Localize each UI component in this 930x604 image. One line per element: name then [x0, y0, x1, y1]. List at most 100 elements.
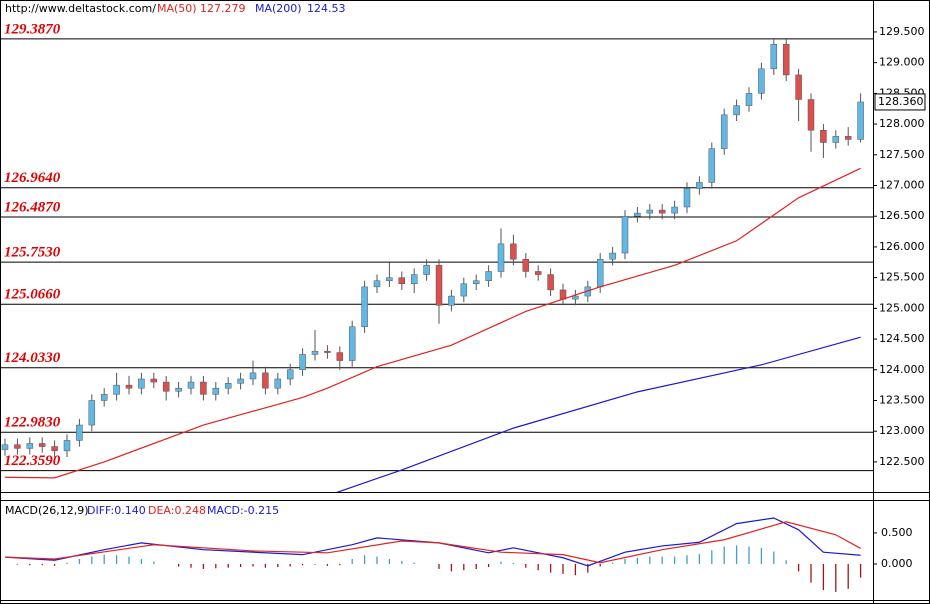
candle-body — [336, 352, 344, 361]
candle-body — [857, 101, 864, 140]
candle-body — [311, 351, 319, 355]
y-tick-label: 125.000 — [879, 301, 925, 314]
candle-body — [200, 381, 207, 395]
y-tick-label: 126.000 — [879, 240, 925, 253]
level-label: 122.9830 — [4, 415, 61, 431]
candle-body — [262, 372, 269, 389]
candle-body — [448, 295, 455, 306]
candle-body — [1, 444, 9, 450]
y-tick-label: 125.500 — [879, 271, 925, 284]
y-tick-label: 129.500 — [879, 25, 925, 38]
last-price-label: 128.360 — [878, 95, 924, 108]
macd-line — [4, 521, 861, 564]
candle-body — [485, 271, 492, 281]
level-label: 122.3590 — [4, 453, 61, 469]
candle-body — [770, 43, 778, 70]
candle-body — [386, 277, 393, 281]
candle-body — [820, 129, 827, 143]
level-label: 126.4870 — [4, 199, 61, 215]
axes: 122.500 123.000 123.500 124.000 124.500 125.0… — [873, 25, 926, 570]
y-tick-label: 127.000 — [879, 178, 925, 191]
candle-body — [572, 295, 579, 300]
legend-ma200-value: 124.53 — [307, 2, 346, 15]
candle-body — [510, 243, 517, 260]
candle-body — [708, 148, 716, 183]
candle-body — [683, 188, 691, 208]
candle-body — [534, 271, 542, 275]
candle-body — [807, 99, 815, 131]
candle-body — [720, 114, 728, 149]
y-tick-label: 124.500 — [879, 332, 925, 345]
candle-body — [472, 280, 480, 285]
candle-body — [150, 378, 158, 383]
candle-body — [733, 105, 740, 116]
level-label: 129.3870 — [4, 21, 61, 37]
candle-body — [187, 381, 195, 389]
candle-body — [324, 351, 331, 353]
candle-body — [609, 252, 616, 260]
legend-ma200: MA(200) — [255, 2, 302, 15]
legend-diff: DIFF:0.140 — [87, 504, 146, 517]
candle-body — [348, 326, 356, 361]
candle-body — [696, 182, 703, 189]
candle-body — [671, 206, 678, 214]
y-tick-label: 124.000 — [879, 363, 925, 376]
candle-body — [497, 243, 505, 272]
y-tick-label: 127.500 — [879, 148, 925, 161]
level-label: 124.0330 — [4, 350, 61, 366]
candle-body — [299, 354, 306, 371]
candle-body — [100, 394, 108, 401]
candle-body — [658, 209, 666, 214]
candle-body — [745, 93, 753, 106]
candle-body — [423, 265, 430, 275]
candle-body — [63, 440, 71, 452]
candle-body — [758, 68, 765, 94]
source: http://www.deltastock.com/ — [5, 2, 156, 15]
y-tick-label: 123.500 — [879, 393, 925, 406]
candle-body — [162, 381, 170, 392]
candle-body — [646, 209, 654, 214]
candle-body — [522, 258, 530, 272]
macd-title: MACD(26,12,9) — [5, 504, 89, 517]
candle-body — [175, 387, 182, 392]
legend-dea: DEA:0.248 — [148, 504, 206, 517]
y-tick-label: 123.000 — [879, 424, 925, 437]
ma-line — [4, 167, 861, 479]
candle-body — [249, 372, 257, 380]
ma-line — [336, 336, 861, 492]
legend-macd: MACD:-0.215 — [207, 504, 279, 517]
candle-body — [76, 424, 83, 441]
candle-body — [224, 383, 232, 389]
candle-body — [398, 277, 406, 285]
candle-body — [844, 136, 852, 140]
candle-body — [38, 443, 46, 447]
level-label: 125.7530 — [4, 245, 61, 261]
candle-body — [547, 274, 554, 291]
candle-body — [435, 265, 443, 306]
legend-ma50: MA(50) — [157, 2, 197, 15]
y2-tick-label: 0.000 — [881, 557, 913, 570]
candle-body — [795, 74, 802, 100]
candle-body — [782, 43, 790, 76]
y-tick-label: 126.500 — [879, 209, 925, 222]
y2-tick-label: 0.500 — [881, 526, 913, 539]
y-tick-label: 129.000 — [879, 56, 925, 69]
candle-body — [51, 446, 58, 452]
candle-body — [274, 378, 282, 389]
macd-panel — [4, 517, 862, 592]
candle-body — [634, 212, 641, 217]
candle-body — [237, 378, 244, 384]
candle-body — [125, 384, 133, 389]
candle-body — [596, 258, 604, 288]
candle-body — [373, 280, 381, 288]
level-label: 126.9640 — [4, 170, 61, 186]
candle-body — [113, 384, 120, 395]
candle-body — [460, 283, 468, 297]
price-panel — [0, 38, 873, 492]
candle-body — [286, 369, 294, 380]
candle-body — [361, 286, 368, 328]
legend-ma50-value: 127.279 — [200, 2, 246, 15]
